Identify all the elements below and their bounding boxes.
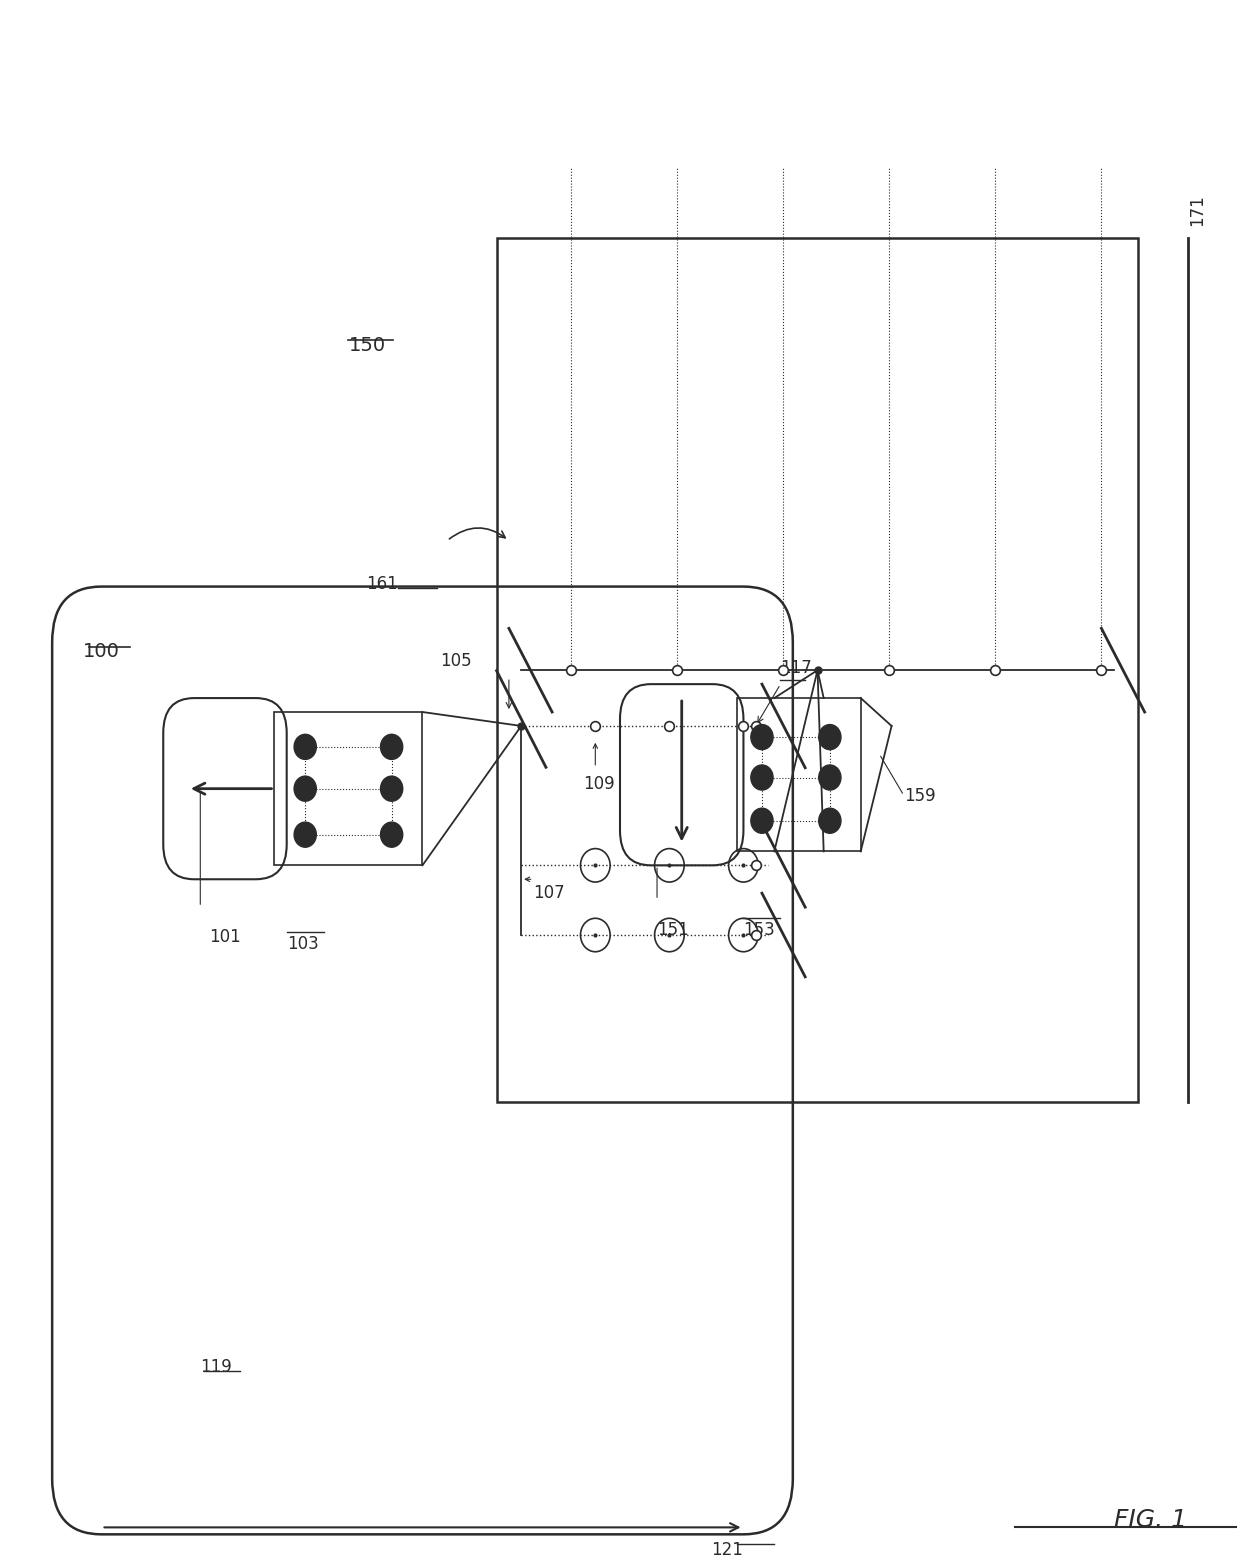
Text: 119: 119 [201, 1358, 232, 1376]
Circle shape [381, 822, 403, 847]
Circle shape [751, 808, 773, 833]
Circle shape [294, 822, 316, 847]
Text: 171: 171 [1188, 194, 1207, 225]
Text: 109: 109 [583, 775, 615, 793]
Circle shape [751, 725, 773, 750]
Circle shape [751, 765, 773, 790]
Bar [274, 712, 423, 865]
Text: FIG. 1: FIG. 1 [1115, 1509, 1188, 1532]
Text: 107: 107 [533, 884, 565, 901]
Circle shape [818, 765, 841, 790]
Bar [496, 238, 1138, 1102]
Text: 161: 161 [366, 574, 398, 593]
Text: 100: 100 [83, 642, 120, 662]
Circle shape [294, 734, 316, 759]
Text: 150: 150 [348, 335, 386, 355]
Text: 121: 121 [712, 1542, 744, 1559]
Text: 117: 117 [780, 659, 812, 678]
Text: 153: 153 [744, 922, 775, 939]
Circle shape [381, 734, 403, 759]
Bar [738, 698, 861, 851]
Circle shape [381, 776, 403, 801]
Circle shape [294, 776, 316, 801]
FancyBboxPatch shape [620, 684, 744, 865]
Text: 151: 151 [657, 922, 688, 939]
Text: 101: 101 [210, 928, 241, 947]
Circle shape [818, 808, 841, 833]
Circle shape [818, 725, 841, 750]
Text: 159: 159 [904, 787, 935, 804]
FancyBboxPatch shape [164, 698, 286, 880]
Text: 103: 103 [286, 934, 319, 953]
Text: 105: 105 [440, 653, 472, 670]
